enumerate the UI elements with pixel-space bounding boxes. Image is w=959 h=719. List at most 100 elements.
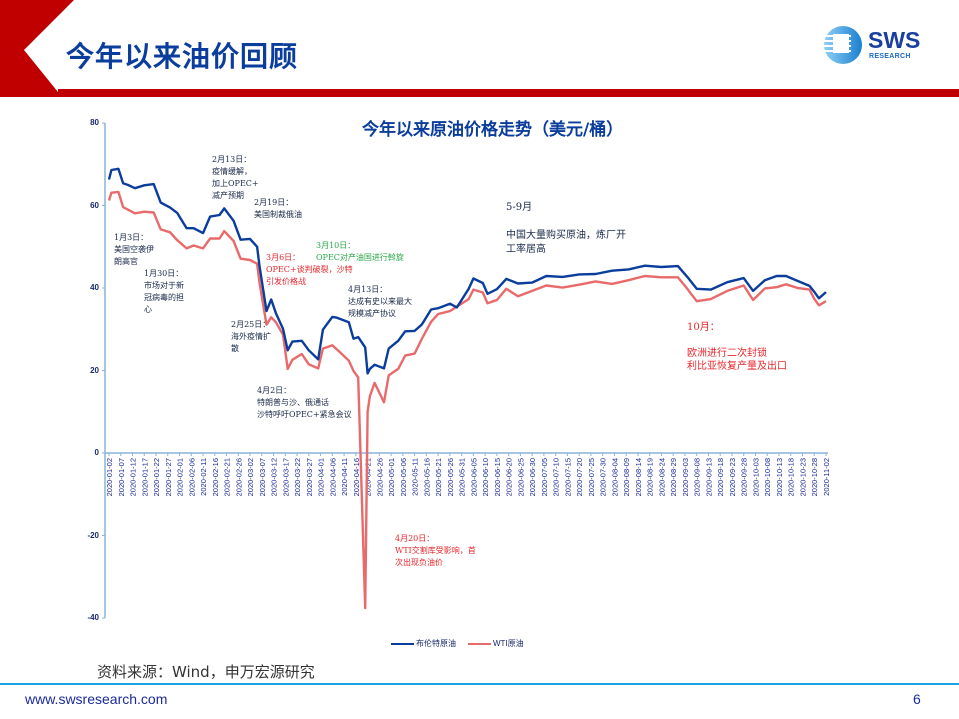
x-tick-label: 2020-10-18 [787, 458, 796, 496]
y-tick-label: 20 [90, 365, 99, 375]
x-tick-label: 2020-08-19 [646, 458, 655, 496]
x-tick-label: 2020-08-29 [669, 458, 678, 496]
x-tick-label: 2020-05-16 [422, 458, 431, 496]
x-tick-label: 2020-10-08 [763, 458, 772, 496]
x-tick-label: 2020-04-01 [317, 458, 326, 496]
x-tick-label: 2020-01-12 [129, 458, 138, 496]
x-tick-label: 2020-08-14 [634, 458, 643, 496]
brent-series-line [107, 167, 827, 375]
legend-label-brent: 布伦特原油 [416, 639, 456, 648]
logo-text: SWS [868, 27, 921, 53]
page-number: 6 [913, 691, 921, 707]
legend-label-wti: WTI原油 [493, 639, 524, 648]
y-tick-label: 60 [90, 200, 99, 210]
x-tick-label: 2020-08-09 [622, 458, 631, 496]
footer-divider [0, 683, 959, 685]
x-tick-label: 2020-08-04 [610, 458, 619, 496]
x-tick-label: 2020-05-21 [434, 458, 443, 496]
x-tick-label: 2020-03-12 [270, 458, 279, 496]
x-tick-label: 2020-03-27 [305, 458, 314, 496]
sws-logo-icon [821, 26, 862, 64]
x-tick-label: 2020-09-03 [681, 458, 690, 496]
header-red-bar [58, 89, 959, 97]
header-chevron-decoration [0, 0, 74, 97]
x-tick-label: 2020-09-18 [716, 458, 725, 496]
x-tick-label: 2020-09-23 [728, 458, 737, 496]
chart-title: 今年以来原油价格走势（美元/桶） [362, 120, 624, 140]
x-tick-label: 2020-07-10 [552, 458, 561, 496]
x-tick-label: 2020-10-13 [775, 458, 784, 496]
y-tick-label: 80 [90, 118, 99, 127]
annotation-feb13: 2月13日： 疫情缓解， 加上OPEC+ 减产预期 [212, 155, 259, 200]
annotation-apr2: 4月2日： 特朗普与沙、俄通话 沙特呼吁OPEC+紧急会议 [257, 386, 352, 419]
x-tick-label: 2020-01-27 [164, 458, 173, 496]
annotation-feb25: 2月25日： 海外疫情扩 散 [231, 320, 271, 353]
annotation-jan30: 1月30日： 市场对于新 冠病毒的担 心 [144, 269, 184, 314]
x-tick-label: 2020-05-26 [446, 458, 455, 496]
x-tick-label: 2020-03-17 [281, 458, 290, 496]
legend-item-brent: 布伦特原油 [391, 638, 456, 649]
x-tick-label: 2020-09-28 [740, 458, 749, 496]
x-tick-label: 2020-06-15 [493, 458, 502, 496]
x-tick-label: 2020-02-06 [187, 458, 196, 496]
x-tick-label: 2020-06-30 [528, 458, 537, 496]
x-tick-label: 2020-03-07 [258, 458, 267, 496]
x-tick-label: 2020-10-23 [798, 458, 807, 496]
x-tick-label: 2020-09-13 [704, 458, 713, 496]
x-tick-label: 2020-08-24 [657, 458, 666, 496]
x-tick-label: 2020-07-30 [599, 458, 608, 496]
x-tick-label: 2020-04-26 [375, 458, 384, 496]
x-tick-label: 2020-11-02 [822, 458, 831, 496]
x-tick-label: 2020-02-01 [176, 458, 185, 496]
x-tick-label: 2020-07-15 [563, 458, 572, 496]
annotation-jan3: 1月3日： 美国空袭伊 朗高官 [114, 233, 154, 266]
x-tick-label: 2020-09-08 [693, 458, 702, 496]
y-tick-label: 0 [94, 448, 99, 457]
legend-item-wti: WTI原油 [468, 638, 524, 649]
legend-swatch-brent [391, 642, 414, 645]
x-tick-label: 2020-02-26 [234, 458, 243, 496]
x-tick-label: 2020-01-22 [152, 458, 161, 496]
y-tick-label: 40 [90, 283, 99, 292]
annotation-apr13: 4月13日： 达成有史以来最大 规模减产协议 [348, 285, 412, 318]
x-tick-label: 2020-06-10 [481, 458, 490, 496]
x-tick-label: 2020-04-11 [340, 458, 349, 496]
annotation-feb19: 2月19日： 美国制裁俄油 [254, 198, 302, 219]
x-tick-label: 2020-06-20 [505, 458, 514, 496]
annotation-oct: 10月： 欧洲进行二次封锁 利比亚恢复产量及出口 [687, 322, 787, 372]
x-tick-label: 2020-05-31 [458, 458, 467, 496]
x-tick-label: 2020-01-07 [117, 458, 126, 496]
y-tick-label: -40 [87, 613, 99, 622]
x-tick-label: 2020-02-11 [199, 458, 208, 496]
x-tick-label: 2020-06-05 [469, 458, 478, 496]
x-tick-label: 2020-04-21 [364, 458, 373, 496]
x-tick-label: 2020-05-01 [387, 458, 396, 496]
x-tick-label: 2020-10-03 [751, 458, 760, 496]
x-tick-label: 2020-03-02 [246, 458, 255, 496]
x-tick-label: 2020-01-02 [105, 458, 114, 496]
annotation-apr20: 4月20日： WTI交割库受影响，首 次出现负油价 [395, 534, 476, 567]
chart-legend: 布伦特原油 WTI原油 [391, 638, 536, 649]
annotation-mar10: 3月10日： OPEC对产油国进行斡旋 [316, 241, 404, 262]
x-tick-label: 2020-02-16 [211, 458, 220, 496]
x-tick-label: 2020-05-11 [411, 458, 420, 496]
annotation-mar6: 3月6日： OPEC+谈判破裂，沙特 引发价格战 [266, 253, 353, 286]
x-tick-label: 2020-02-21 [223, 458, 232, 496]
logo-subtext: RESEARCH [869, 53, 911, 60]
website-link[interactable]: www.swsresearch.com [25, 691, 168, 707]
wti-series-line [107, 190, 827, 610]
legend-swatch-wti [468, 642, 491, 645]
data-source-note: 资料来源：Wind，申万宏源研究 [97, 663, 315, 681]
y-tick-label: -20 [87, 530, 99, 540]
x-tick-label: 2020-04-16 [352, 458, 361, 496]
annotation-may-sep: 5-9月 中国大量购买原油，炼厂开 工率居高 [506, 202, 626, 255]
x-tick-label: 2020-01-17 [140, 458, 149, 496]
x-tick-label: 2020-06-25 [516, 458, 525, 496]
page-title: 今年以来油价回顾 [66, 40, 299, 73]
x-tick-label: 2020-07-20 [575, 458, 584, 496]
x-tick-label: 2020-04-06 [328, 458, 337, 496]
x-tick-label: 2020-05-06 [399, 458, 408, 496]
x-tick-label: 2020-07-05 [540, 458, 549, 496]
x-tick-label: 2020-07-25 [587, 458, 596, 496]
